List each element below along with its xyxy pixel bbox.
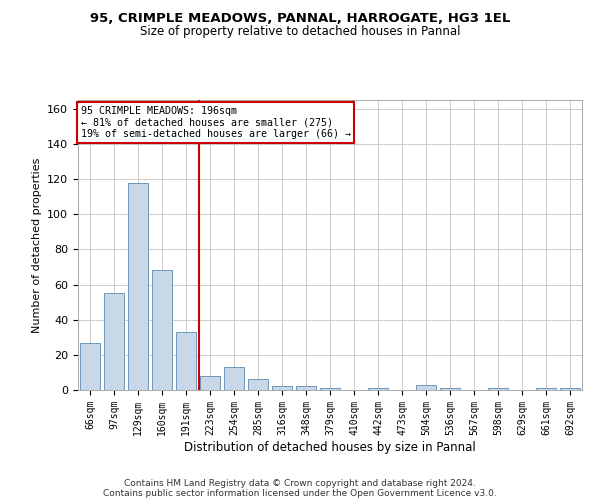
Bar (104, 294, 124, 390)
Bar (128, 182, 148, 390)
Bar (224, 367, 244, 390)
Bar (368, 388, 388, 390)
Bar (296, 386, 316, 390)
Bar (200, 376, 220, 390)
Text: Contains HM Land Registry data © Crown copyright and database right 2024.: Contains HM Land Registry data © Crown c… (124, 478, 476, 488)
Bar (488, 388, 508, 390)
Bar (536, 388, 556, 390)
Y-axis label: Number of detached properties: Number of detached properties (32, 158, 41, 332)
X-axis label: Distribution of detached houses by size in Pannal: Distribution of detached houses by size … (184, 440, 476, 454)
Text: 95, CRIMPLE MEADOWS, PANNAL, HARROGATE, HG3 1EL: 95, CRIMPLE MEADOWS, PANNAL, HARROGATE, … (90, 12, 510, 26)
Bar (152, 270, 172, 390)
Bar (320, 388, 340, 390)
Bar (176, 332, 196, 390)
Bar (272, 386, 292, 390)
Bar (440, 388, 460, 390)
Bar (248, 380, 268, 390)
Text: Contains public sector information licensed under the Open Government Licence v3: Contains public sector information licen… (103, 488, 497, 498)
Bar (416, 384, 436, 390)
Bar (560, 388, 580, 390)
Bar (80, 342, 100, 390)
Text: 95 CRIMPLE MEADOWS: 196sqm
← 81% of detached houses are smaller (275)
19% of sem: 95 CRIMPLE MEADOWS: 196sqm ← 81% of deta… (80, 106, 350, 139)
Text: Size of property relative to detached houses in Pannal: Size of property relative to detached ho… (140, 25, 460, 38)
